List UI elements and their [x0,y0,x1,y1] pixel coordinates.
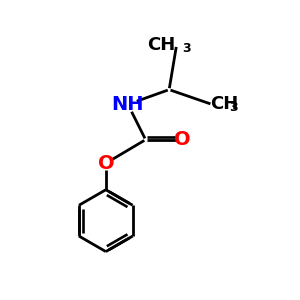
Text: O: O [98,154,114,173]
Text: NH: NH [112,95,144,114]
Text: CH: CH [210,95,238,113]
Text: O: O [174,130,191,149]
Text: 3: 3 [182,42,191,55]
Text: CH: CH [147,37,175,55]
Text: 3: 3 [229,101,237,114]
